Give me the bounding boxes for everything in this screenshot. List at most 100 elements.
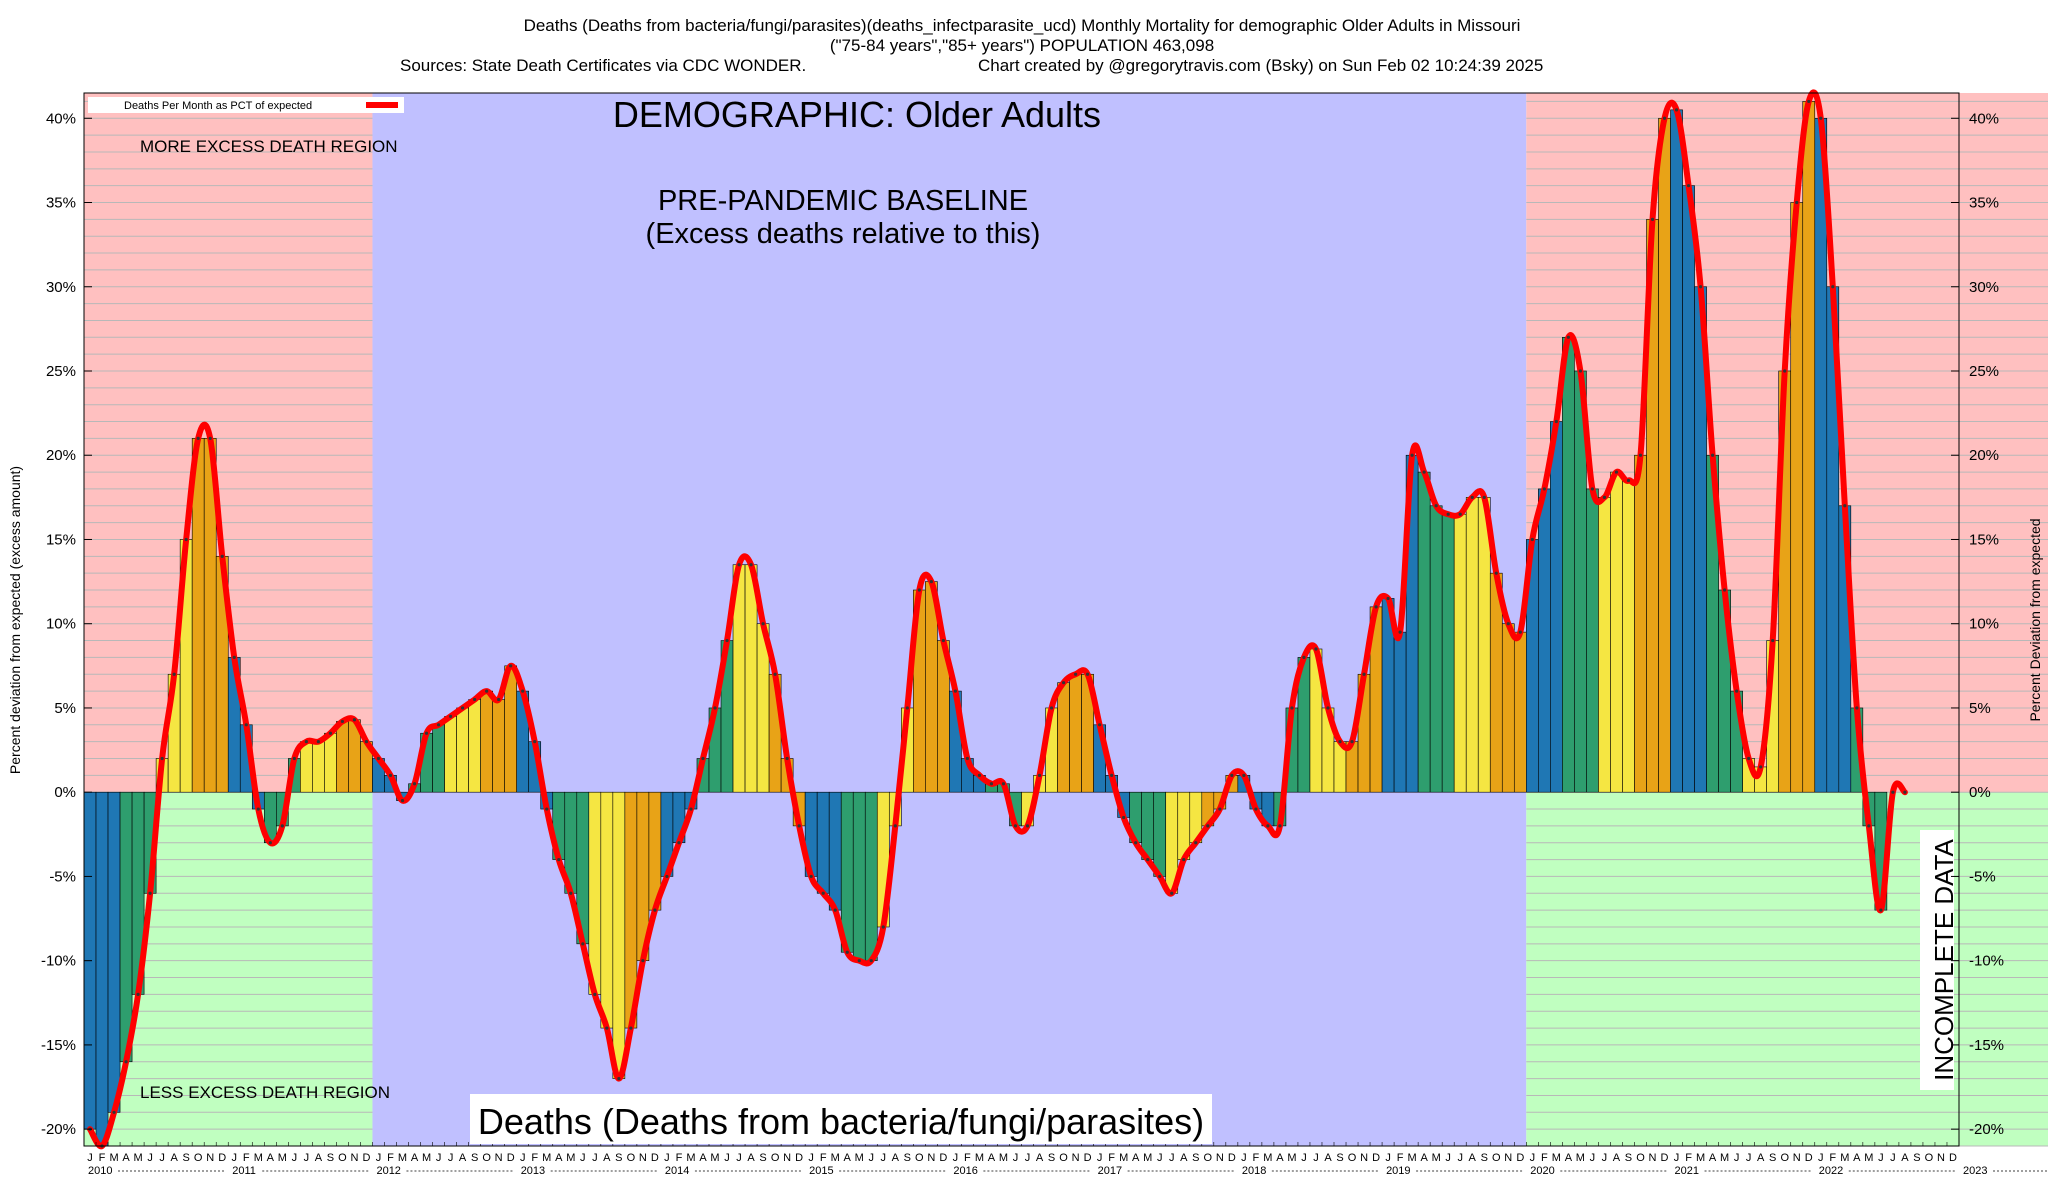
incomplete-data-overlay — [1920, 830, 1954, 1090]
y-tick-label: 10% — [46, 616, 76, 633]
x-month-label: F — [99, 1152, 106, 1164]
x-month-label: S — [471, 1152, 478, 1164]
x-month-label: J — [724, 1152, 730, 1164]
line-marker — [569, 891, 573, 895]
x-month-label: J — [1890, 1152, 1896, 1164]
line-marker — [448, 714, 453, 718]
x-month-label: S — [1769, 1152, 1776, 1164]
line-marker — [304, 740, 308, 744]
line-marker — [1855, 706, 1859, 710]
x-month-label: F — [1108, 1152, 1115, 1164]
bar — [1453, 513, 1467, 793]
bar — [1670, 109, 1683, 793]
x-month-label: N — [1937, 1152, 1945, 1164]
x-month-label: J — [304, 1152, 310, 1164]
bar — [852, 791, 866, 961]
x-month-label: O — [627, 1152, 636, 1164]
line-marker — [172, 672, 176, 676]
bar — [324, 732, 337, 793]
x-month-label: O — [194, 1152, 203, 1164]
line-marker — [1037, 773, 1042, 777]
bar — [600, 791, 614, 1029]
line-marker — [653, 908, 657, 912]
x-month-label: A — [699, 1152, 707, 1164]
line-marker — [1903, 790, 1907, 794]
x-month-label: D — [1228, 1152, 1236, 1164]
x-month-label: A — [170, 1152, 178, 1164]
bar — [1417, 471, 1431, 793]
x-month-label: O — [1204, 1152, 1213, 1164]
x-month-label: J — [1818, 1152, 1824, 1164]
bar — [1501, 623, 1515, 793]
x-month-label: M — [278, 1152, 287, 1164]
x-month-label: J — [1878, 1152, 1884, 1164]
x-month-label: M — [1720, 1152, 1729, 1164]
line-marker — [953, 689, 957, 693]
line-marker — [857, 959, 861, 963]
x-month-label: S — [1913, 1152, 1920, 1164]
x-month-label: A — [1036, 1152, 1044, 1164]
annotation-more-region: MORE EXCESS DEATH REGION — [140, 137, 398, 156]
line-marker — [689, 807, 693, 811]
x-year-label: 2015 — [809, 1165, 833, 1177]
line-marker — [821, 891, 825, 895]
line-marker — [1867, 824, 1871, 828]
x-year-label: 2014 — [665, 1165, 689, 1177]
bar — [1622, 480, 1635, 793]
line-marker — [977, 773, 982, 777]
line-marker — [1879, 908, 1883, 912]
x-month-label: D — [795, 1152, 803, 1164]
y-tick-label: 40% — [1969, 110, 1999, 127]
bar — [336, 721, 349, 793]
line-marker — [1314, 647, 1318, 651]
line-marker — [256, 807, 260, 811]
line-marker — [1795, 200, 1799, 205]
y-tick-label: 10% — [1969, 616, 1999, 633]
line-marker — [557, 857, 561, 862]
x-month-label: N — [1360, 1152, 1368, 1164]
x-month-label: D — [1661, 1152, 1669, 1164]
x-month-label: M — [134, 1152, 143, 1164]
line-marker — [581, 942, 585, 946]
x-month-label: A — [411, 1152, 419, 1164]
x-month-label: A — [1565, 1152, 1573, 1164]
line-marker — [112, 1110, 116, 1114]
line-marker — [436, 723, 441, 727]
bar — [1598, 497, 1611, 793]
line-marker — [1230, 773, 1234, 777]
y-axis-label-left: Percent deviation from expected (excess … — [7, 466, 23, 774]
legend: Deaths Per Month as PCT of expected — [88, 97, 404, 113]
line-marker — [268, 841, 272, 845]
line-marker — [1146, 857, 1150, 862]
y-tick-label: 15% — [1969, 531, 1999, 548]
incomplete-label-box — [1920, 830, 1954, 1090]
line-marker — [533, 740, 537, 744]
x-month-label: O — [482, 1152, 491, 1164]
line-marker — [1650, 217, 1655, 221]
line-marker — [340, 719, 345, 724]
x-month-label: J — [448, 1152, 454, 1164]
x-month-label: M — [1576, 1152, 1585, 1164]
line-marker — [1013, 824, 1018, 828]
line-marker — [1482, 495, 1486, 499]
bar — [1802, 101, 1816, 793]
x-month-label: M — [1552, 1152, 1561, 1164]
line-marker — [1073, 672, 1078, 676]
line-marker — [845, 950, 849, 954]
x-month-label: J — [1313, 1152, 1319, 1164]
x-month-label: A — [1324, 1152, 1332, 1164]
x-month-label: F — [964, 1152, 971, 1164]
chart-header: Deaths (Deaths from bacteria/fungi/paras… — [400, 16, 1543, 75]
line-marker — [424, 731, 429, 735]
line-marker — [1807, 99, 1811, 104]
line-marker — [665, 874, 669, 879]
x-month-label: J — [376, 1152, 382, 1164]
line-marker — [1338, 740, 1342, 744]
x-month-label: M — [566, 1152, 575, 1164]
x-month-label: J — [147, 1152, 153, 1164]
x-month-label: A — [555, 1152, 563, 1164]
y-tick-label: -15% — [41, 1037, 76, 1054]
line-marker — [376, 756, 381, 761]
line-marker — [1771, 638, 1775, 643]
x-month-label: M — [710, 1152, 719, 1164]
